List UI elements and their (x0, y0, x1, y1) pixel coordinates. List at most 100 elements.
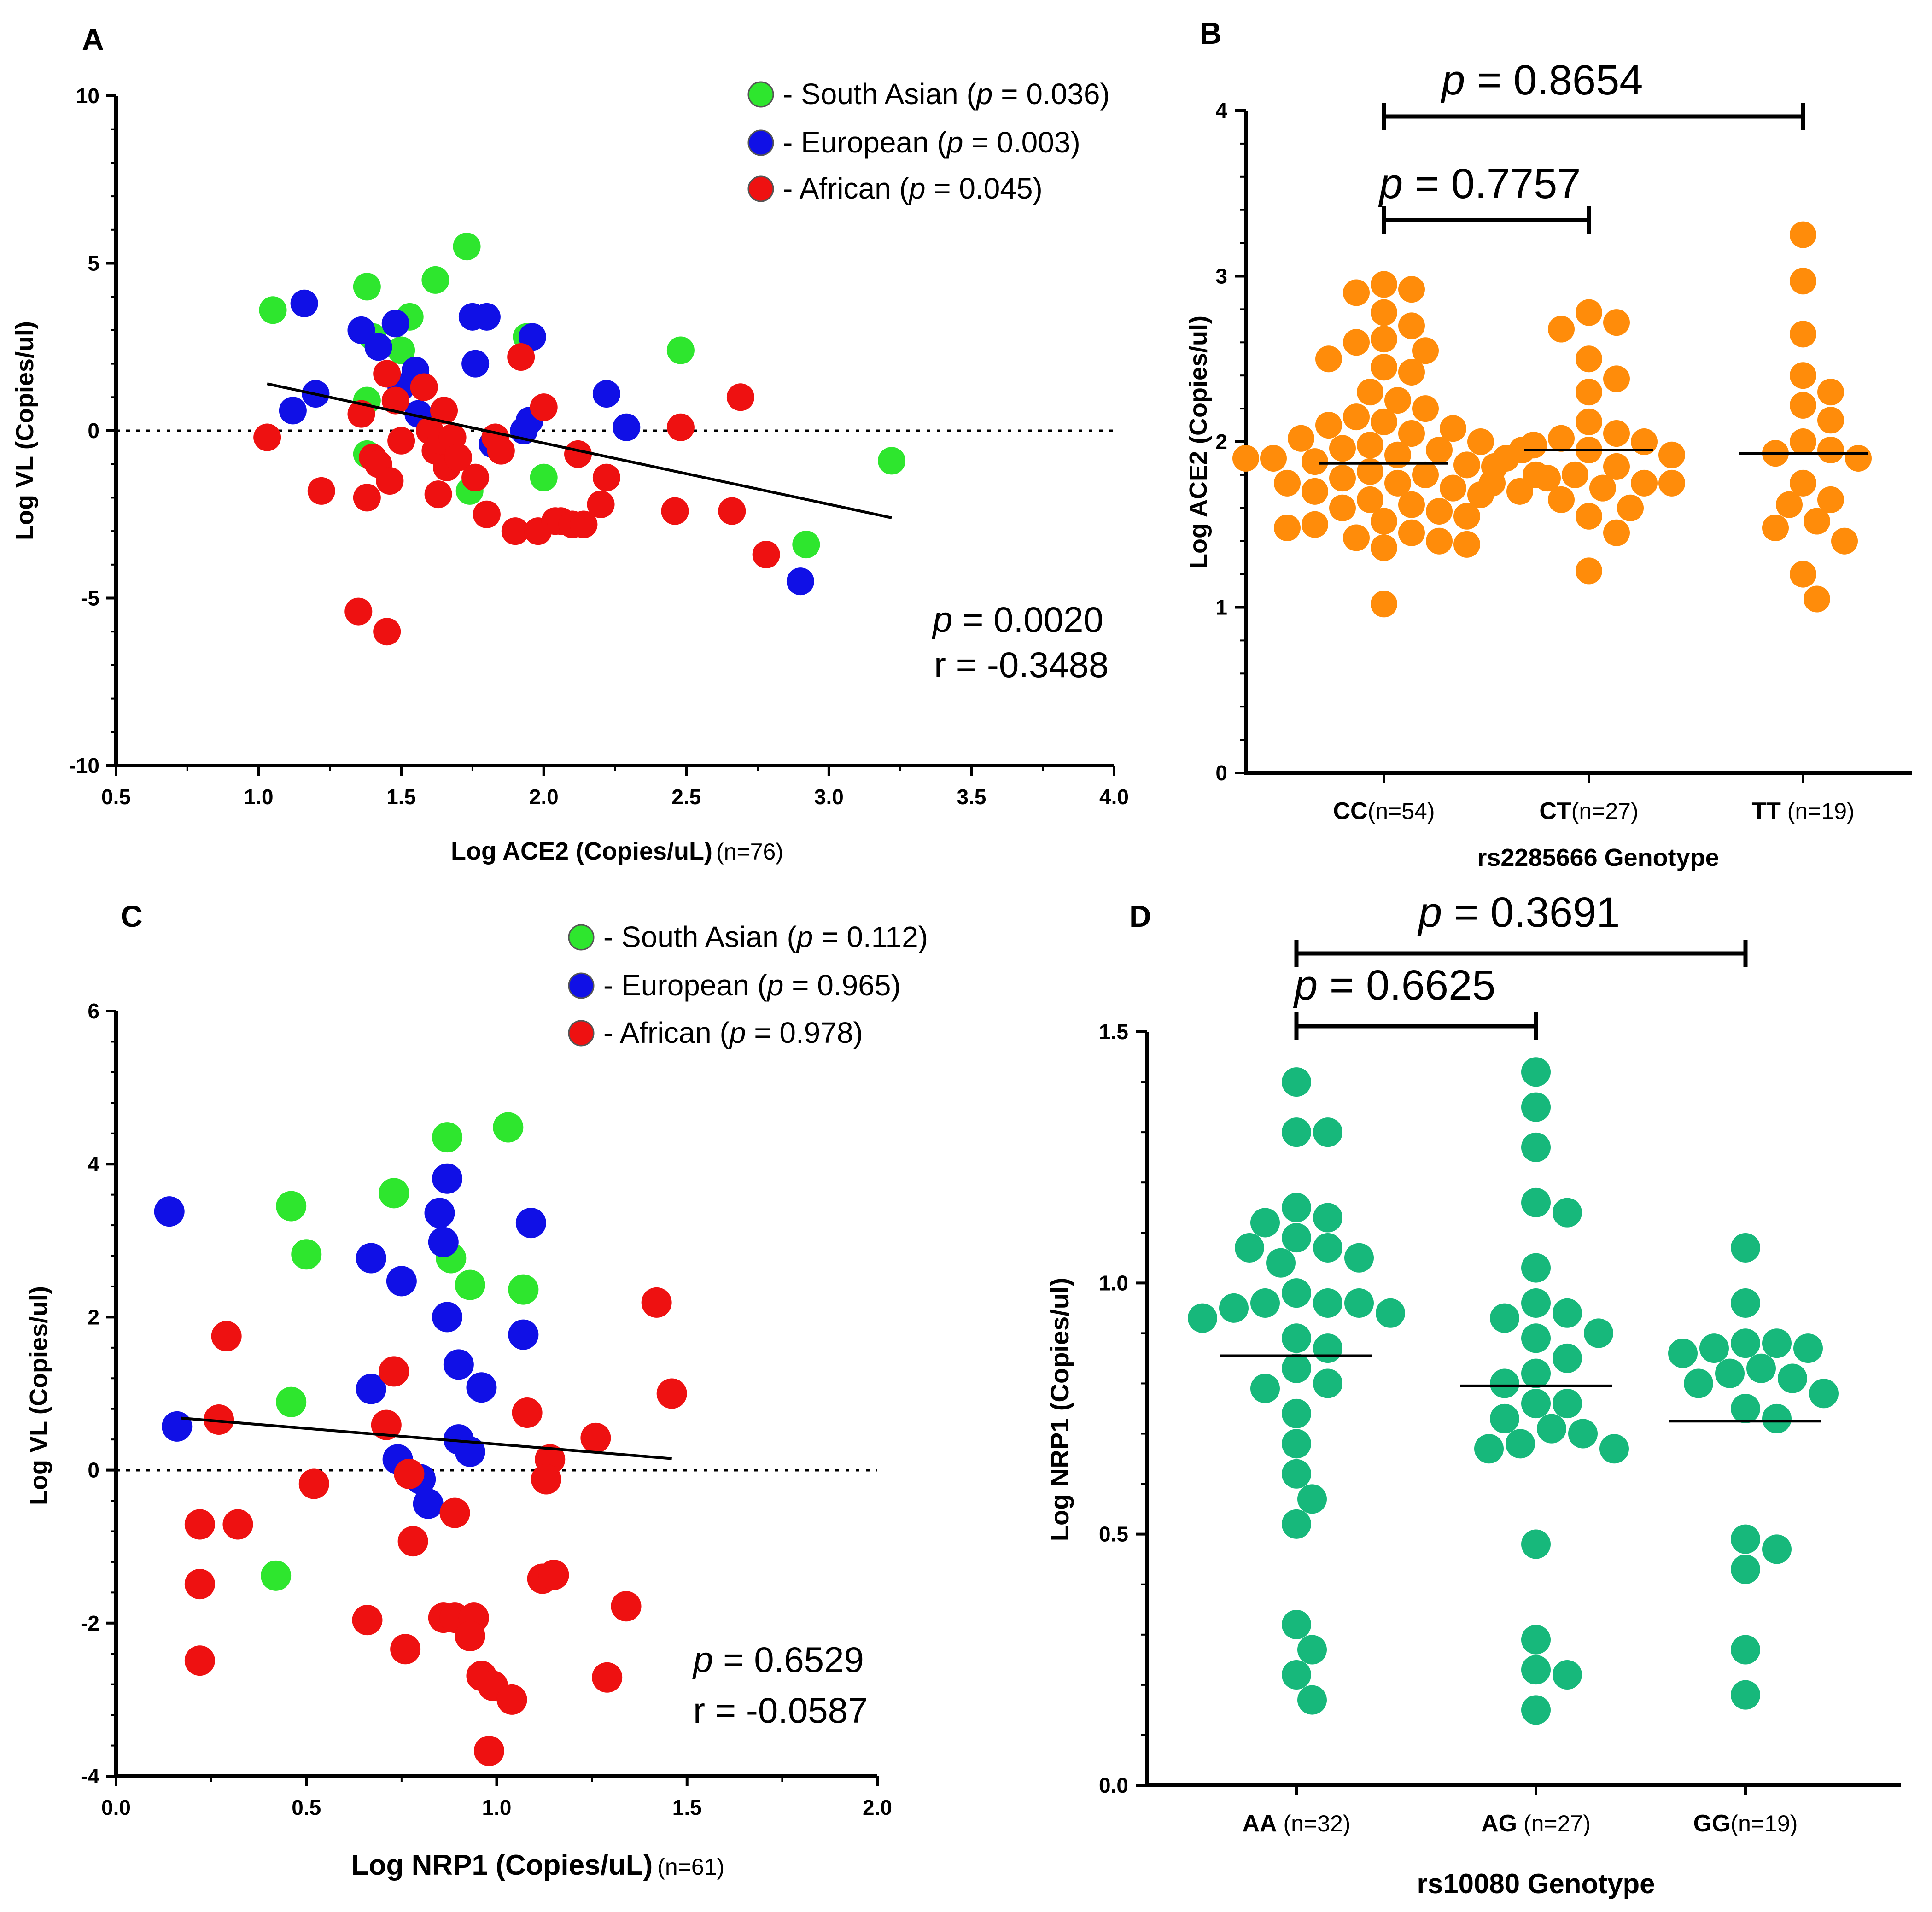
panel-a-legend-european: - European (p = 0.003) (747, 126, 1080, 159)
panel-a-legend-south-asian: - South Asian (p = 0.036) (747, 77, 1110, 111)
data-point-european (347, 316, 375, 344)
data-point-african (530, 393, 558, 421)
x-tick-label: 1.5 (386, 785, 416, 809)
y-tick-label: 5 (88, 251, 99, 275)
data-point-african (455, 1621, 485, 1652)
data-point-european (592, 380, 620, 408)
data-point (1412, 461, 1439, 488)
data-point (1699, 1333, 1729, 1363)
data-point (1790, 268, 1816, 295)
data-point (1809, 1379, 1839, 1409)
data-point (1731, 1288, 1760, 1318)
data-point (1790, 221, 1816, 248)
data-point-african (439, 1497, 470, 1528)
panel-a-r-value: r = -0.3488 (934, 644, 1109, 685)
data-point (1831, 527, 1858, 555)
panel-a-y-axis-title: Log VL (Copies/ul) (11, 321, 39, 540)
y-tick-label: 6 (88, 999, 99, 1023)
data-point-african (424, 480, 452, 509)
data-point (1845, 444, 1872, 472)
x-tick-label: 1.0 (244, 785, 274, 809)
panel-c-label: C (121, 899, 143, 933)
data-point-african (352, 1605, 383, 1636)
data-point (1426, 436, 1453, 463)
data-point-european (154, 1196, 185, 1227)
data-point (1384, 387, 1411, 414)
y-tick-label: 1.0 (1099, 1271, 1128, 1295)
data-point (1357, 458, 1383, 485)
data-point-south-asian (276, 1191, 307, 1222)
data-point-european (162, 1411, 193, 1442)
data-point (1357, 379, 1383, 406)
x-tick-label: 0.0 (101, 1795, 131, 1819)
legend-label: - European (p = 0.965) (603, 969, 901, 1002)
data-point-south-asian (379, 1178, 409, 1209)
data-point-african (501, 517, 529, 545)
y-tick-label: 2 (1215, 430, 1227, 454)
data-point (1553, 1389, 1582, 1419)
data-point (1576, 408, 1602, 435)
data-point-african (353, 484, 381, 512)
data-point (1302, 511, 1328, 538)
legend-label: - South Asian (p = 0.036) (783, 77, 1110, 111)
panel-c-x-axis-title: Log NRP1 (Copies/uL) (n=61) (351, 1849, 724, 1881)
data-point-african (641, 1287, 672, 1318)
data-point (1731, 1680, 1760, 1710)
data-point (1357, 486, 1383, 513)
x-tick-label: 1.5 (672, 1795, 702, 1819)
legend-label: - African (p = 0.978) (603, 1016, 863, 1049)
data-point (1603, 309, 1630, 336)
data-point (1250, 1208, 1280, 1238)
y-tick-label: 0 (88, 419, 99, 443)
data-point-african (718, 497, 746, 525)
y-tick-label: 10 (76, 84, 99, 108)
data-point (1715, 1358, 1745, 1388)
data-point (1589, 474, 1616, 502)
legend-label: - African (p = 0.045) (783, 172, 1043, 205)
data-point (1440, 474, 1466, 502)
data-point-african (373, 618, 401, 646)
y-tick-label: 1 (1215, 596, 1227, 620)
data-point-south-asian (666, 336, 695, 364)
panel-c-legend-south-asian: - South Asian (p = 0.112) (568, 920, 928, 953)
data-point (1426, 527, 1453, 555)
data-point (1762, 1328, 1792, 1358)
data-point (1313, 1333, 1342, 1363)
data-point-south-asian (455, 1269, 485, 1300)
data-point (1282, 1398, 1311, 1428)
data-point (1576, 503, 1602, 530)
data-point (1398, 519, 1425, 546)
x-tick-label: 4.0 (1099, 785, 1129, 809)
y-tick-label: -5 (81, 586, 99, 610)
data-point (1521, 1655, 1551, 1685)
data-point (1297, 1484, 1327, 1514)
data-point-south-asian (493, 1112, 524, 1143)
data-point-south-asian (387, 336, 415, 364)
data-point (1731, 1233, 1760, 1263)
data-point (1453, 503, 1480, 530)
data-point (1329, 435, 1356, 462)
data-point (1453, 531, 1480, 558)
data-point (1479, 469, 1506, 497)
data-point (1315, 412, 1342, 439)
data-point (1506, 478, 1533, 505)
data-point-african (373, 360, 401, 388)
data-point (1343, 524, 1370, 551)
category-label: AG (n=27) (1481, 1810, 1591, 1837)
panel-b-label: B (1200, 16, 1222, 50)
data-point (1343, 279, 1370, 306)
data-point-african (512, 1397, 543, 1428)
bracket-p-value: p = 0.7757 (1378, 160, 1581, 207)
panel-c-legend: - South Asian (p = 0.112) - European (p … (568, 920, 928, 1049)
x-tick-label: 2.0 (529, 785, 559, 809)
data-point (1599, 1434, 1629, 1464)
data-point-european (424, 1198, 455, 1228)
data-point-south-asian (353, 273, 381, 301)
panel-a-regression-line (267, 382, 892, 519)
data-point (1282, 1429, 1311, 1459)
data-point (1313, 1233, 1342, 1263)
data-point-south-asian (453, 233, 481, 261)
data-point (1371, 591, 1397, 618)
data-point (1467, 428, 1494, 455)
